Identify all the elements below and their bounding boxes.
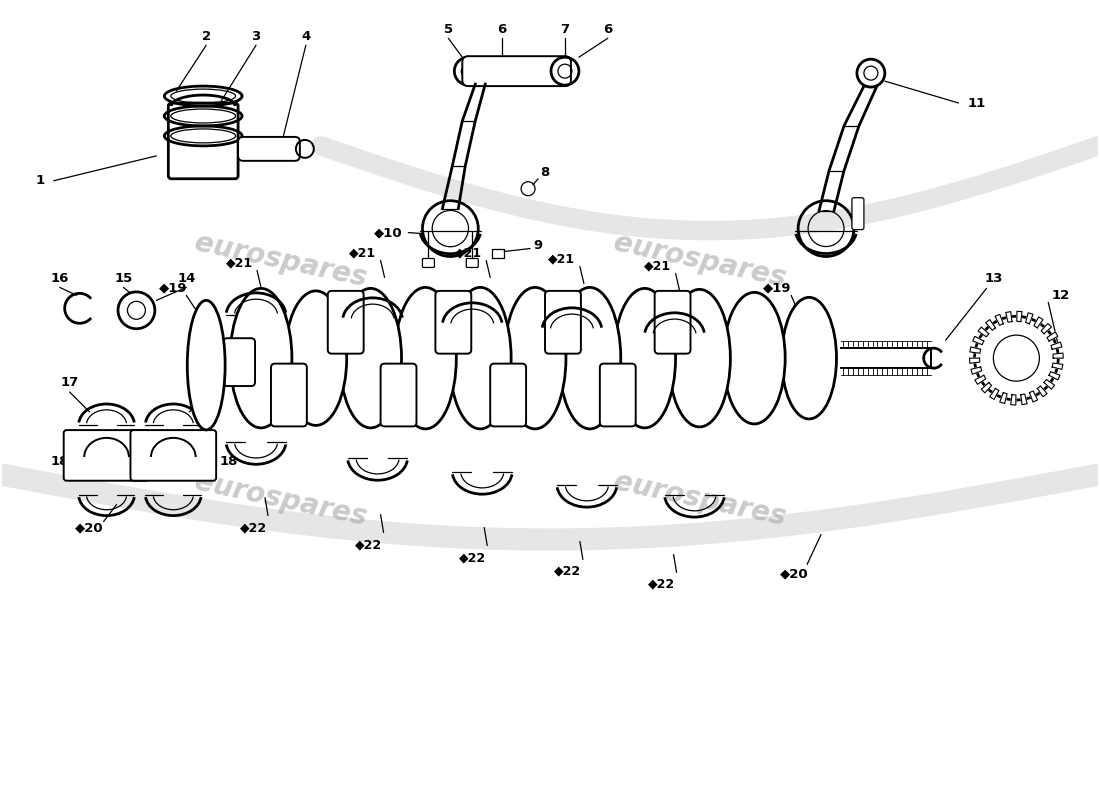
Polygon shape	[1034, 317, 1043, 328]
Circle shape	[993, 335, 1040, 381]
FancyBboxPatch shape	[328, 291, 364, 354]
Ellipse shape	[504, 287, 565, 429]
FancyBboxPatch shape	[381, 364, 417, 426]
Text: 12: 12	[1052, 289, 1069, 302]
Text: 18: 18	[220, 455, 239, 468]
Polygon shape	[990, 389, 999, 399]
Polygon shape	[981, 382, 991, 393]
Text: 15: 15	[114, 272, 133, 285]
FancyBboxPatch shape	[466, 258, 478, 267]
Polygon shape	[1000, 393, 1008, 403]
FancyBboxPatch shape	[462, 56, 571, 86]
Text: ◆20: ◆20	[75, 521, 103, 534]
Text: 17: 17	[204, 375, 222, 389]
Text: 6: 6	[497, 22, 507, 36]
FancyBboxPatch shape	[131, 430, 217, 481]
Text: ◆21: ◆21	[454, 246, 482, 259]
FancyBboxPatch shape	[436, 291, 471, 354]
Polygon shape	[1025, 313, 1033, 324]
Text: 2: 2	[201, 30, 211, 42]
Text: ◆21: ◆21	[226, 256, 253, 269]
Text: 8: 8	[540, 166, 550, 179]
Text: ◆10: ◆10	[374, 226, 403, 239]
Text: 17: 17	[60, 375, 79, 389]
Text: 1: 1	[35, 174, 44, 187]
Polygon shape	[969, 358, 980, 363]
FancyBboxPatch shape	[168, 103, 238, 178]
Text: eurospares: eurospares	[192, 468, 370, 531]
Text: ◆21: ◆21	[645, 259, 671, 272]
Text: ◆22: ◆22	[355, 538, 382, 551]
Polygon shape	[970, 347, 980, 354]
Polygon shape	[1016, 311, 1022, 322]
Text: 13: 13	[984, 272, 1002, 285]
Text: 16: 16	[51, 272, 69, 285]
Ellipse shape	[724, 292, 785, 424]
Ellipse shape	[450, 287, 512, 429]
FancyBboxPatch shape	[223, 338, 255, 386]
Polygon shape	[1053, 353, 1064, 358]
Text: ◆19: ◆19	[763, 282, 792, 295]
Text: eurospares: eurospares	[610, 229, 789, 293]
FancyBboxPatch shape	[271, 364, 307, 426]
Polygon shape	[978, 327, 989, 337]
Polygon shape	[972, 336, 983, 345]
FancyBboxPatch shape	[491, 364, 526, 426]
Polygon shape	[1052, 363, 1063, 370]
Polygon shape	[1037, 386, 1047, 397]
Ellipse shape	[559, 287, 620, 429]
Text: eurospares: eurospares	[610, 468, 789, 531]
Polygon shape	[1047, 332, 1058, 341]
Circle shape	[975, 316, 1058, 400]
Ellipse shape	[285, 291, 346, 426]
Text: ◆22: ◆22	[554, 565, 582, 578]
Ellipse shape	[669, 290, 730, 427]
Polygon shape	[1041, 323, 1052, 334]
Text: 6: 6	[603, 22, 613, 36]
Text: 5: 5	[443, 22, 453, 36]
Text: 11: 11	[967, 97, 986, 110]
Text: ◆19: ◆19	[160, 282, 188, 295]
Text: 7: 7	[560, 22, 570, 36]
Text: 4: 4	[301, 30, 310, 42]
Text: 3: 3	[252, 30, 261, 42]
Ellipse shape	[340, 288, 402, 428]
Polygon shape	[975, 375, 986, 384]
Polygon shape	[1005, 312, 1012, 322]
Text: ◆21: ◆21	[349, 246, 376, 259]
Text: eurospares: eurospares	[192, 229, 370, 293]
Text: 9: 9	[534, 239, 542, 252]
FancyBboxPatch shape	[422, 258, 435, 267]
Text: ◆20: ◆20	[780, 568, 808, 581]
FancyBboxPatch shape	[238, 137, 300, 161]
Polygon shape	[996, 314, 1003, 326]
FancyBboxPatch shape	[851, 198, 864, 230]
Ellipse shape	[187, 300, 225, 430]
Text: ◆21: ◆21	[549, 252, 575, 265]
Ellipse shape	[230, 288, 292, 428]
Text: 18: 18	[51, 455, 69, 468]
Polygon shape	[986, 319, 996, 330]
FancyBboxPatch shape	[600, 364, 636, 426]
Text: 14: 14	[177, 272, 196, 285]
FancyBboxPatch shape	[64, 430, 150, 481]
Ellipse shape	[395, 287, 456, 429]
Ellipse shape	[782, 298, 836, 419]
Polygon shape	[1050, 342, 1062, 350]
Text: ◆22: ◆22	[648, 578, 675, 591]
Text: ◆22: ◆22	[459, 551, 486, 564]
Polygon shape	[1021, 394, 1027, 405]
Polygon shape	[1030, 391, 1037, 402]
Polygon shape	[1011, 394, 1016, 405]
Polygon shape	[971, 367, 982, 374]
FancyBboxPatch shape	[544, 291, 581, 354]
Ellipse shape	[614, 288, 675, 428]
Text: ◆22: ◆22	[240, 521, 266, 534]
Polygon shape	[1049, 372, 1060, 380]
Polygon shape	[1044, 379, 1055, 390]
FancyBboxPatch shape	[654, 291, 691, 354]
